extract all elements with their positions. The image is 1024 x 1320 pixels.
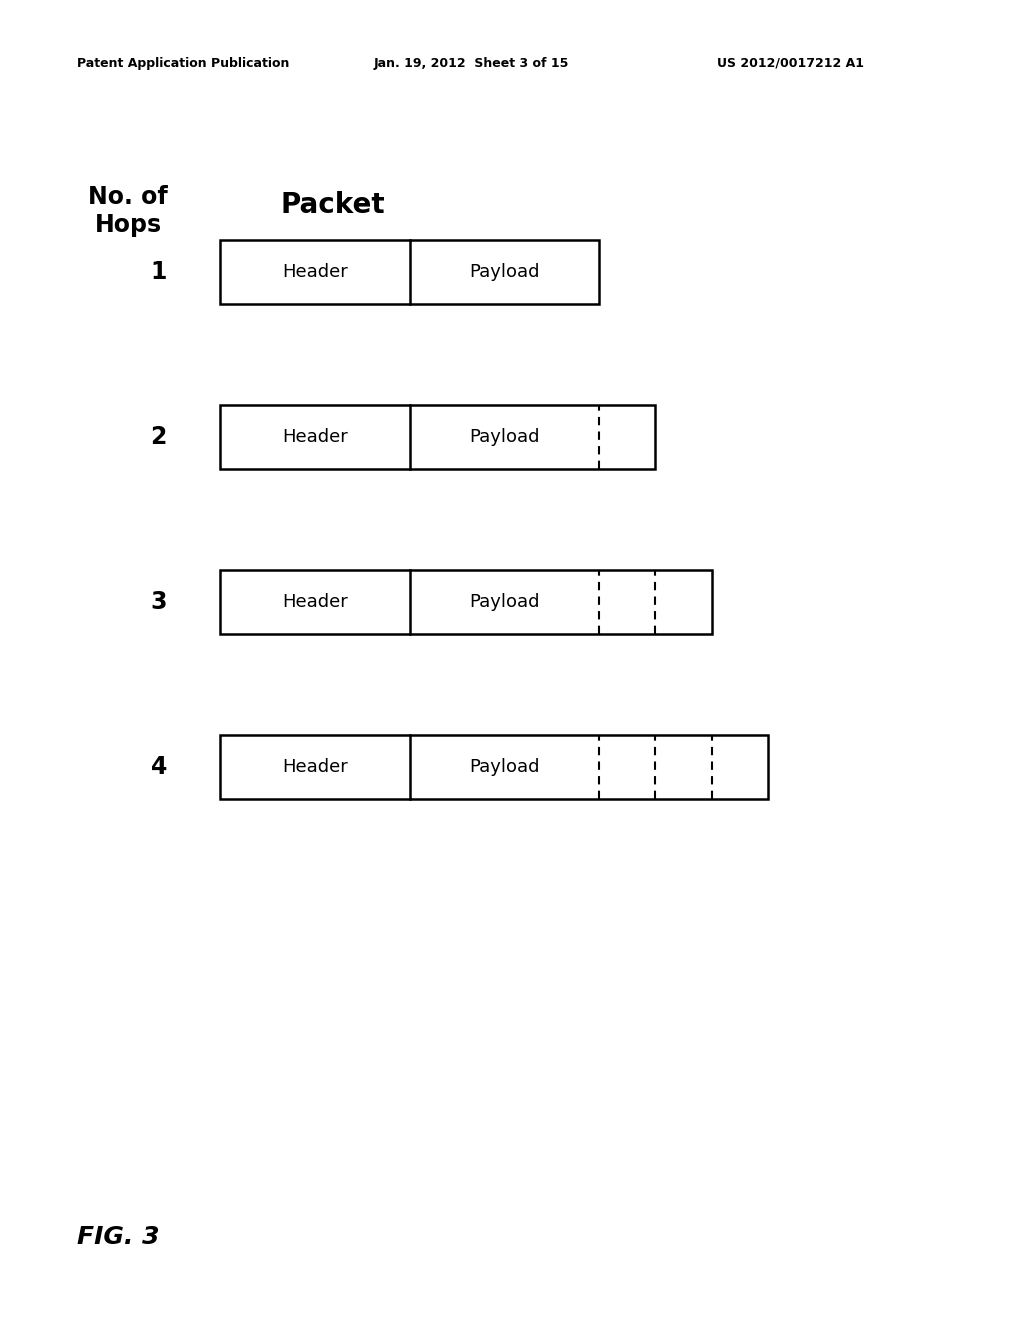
Text: Payload: Payload <box>469 428 540 446</box>
Text: Payload: Payload <box>469 593 540 611</box>
Text: Payload: Payload <box>469 758 540 776</box>
Text: 2: 2 <box>151 425 167 449</box>
Bar <box>220 405 655 469</box>
Text: Header: Header <box>282 428 348 446</box>
Text: US 2012/0017212 A1: US 2012/0017212 A1 <box>717 57 864 70</box>
Text: FIG. 3: FIG. 3 <box>77 1225 160 1249</box>
Text: 4: 4 <box>151 755 167 779</box>
Text: Jan. 19, 2012  Sheet 3 of 15: Jan. 19, 2012 Sheet 3 of 15 <box>374 57 569 70</box>
Text: 1: 1 <box>151 260 167 284</box>
Text: No. of
Hops: No. of Hops <box>88 185 168 238</box>
Text: Header: Header <box>282 263 348 281</box>
Bar <box>220 240 599 304</box>
Text: Packet: Packet <box>281 190 385 219</box>
Text: 3: 3 <box>151 590 167 614</box>
Text: Header: Header <box>282 593 348 611</box>
Bar <box>220 735 768 799</box>
Text: Patent Application Publication: Patent Application Publication <box>77 57 289 70</box>
Bar <box>220 570 712 634</box>
Text: Header: Header <box>282 758 348 776</box>
Text: Payload: Payload <box>469 263 540 281</box>
